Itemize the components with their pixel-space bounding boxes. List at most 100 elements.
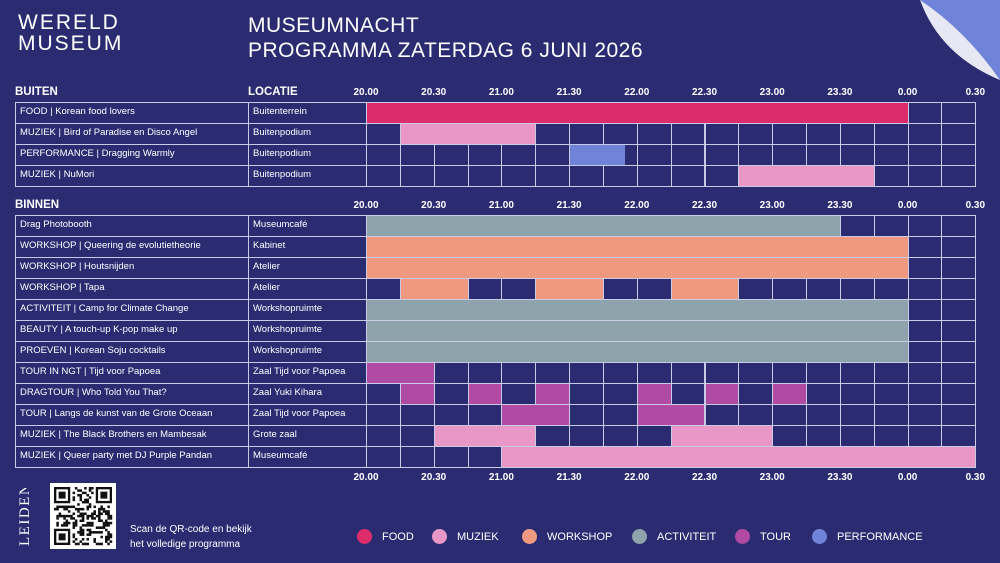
- time-slot-cell: [670, 383, 706, 405]
- time-slot-cell: [366, 446, 401, 468]
- time-slot-cell: [873, 123, 909, 145]
- event-bar-muziek[interactable]: [671, 426, 773, 446]
- event-bar-tour[interactable]: [536, 384, 570, 404]
- event-name[interactable]: MUZIEK | NuMori: [20, 169, 95, 180]
- event-name[interactable]: ACTIVITEIT | Camp for Climate Change: [20, 303, 189, 314]
- time-slot-cell: [941, 425, 977, 447]
- event-bar-tour[interactable]: [637, 384, 671, 404]
- time-slot-cell: [467, 144, 503, 166]
- time-slot-cell: [467, 278, 503, 300]
- section-0-tick-6: 23.00: [759, 87, 785, 98]
- legend-item-activiteit: ACTIVITEIT: [632, 529, 716, 544]
- event-bar-activiteit[interactable]: [367, 300, 908, 320]
- event-bar-activiteit[interactable]: [367, 216, 840, 236]
- event-bar-tour[interactable]: [773, 384, 807, 404]
- section-1-tick-0: 20.00: [353, 200, 379, 211]
- event-bar-tour[interactable]: [468, 384, 502, 404]
- event-name[interactable]: Drag Photobooth: [20, 219, 92, 230]
- event-bar-performance[interactable]: [570, 145, 626, 165]
- time-slot-cell: [602, 165, 638, 187]
- event-location: Museumcafé: [253, 219, 308, 230]
- time-slot-cell: [873, 278, 909, 300]
- event-bar-workshop[interactable]: [367, 258, 908, 278]
- time-slot-cell: [366, 165, 401, 187]
- event-name[interactable]: WORKSHOP | Houtsnijden: [20, 261, 135, 272]
- event-bar-workshop[interactable]: [536, 279, 603, 299]
- event-bar-food[interactable]: [367, 103, 908, 123]
- event-name[interactable]: WORKSHOP | Tapa: [20, 282, 105, 293]
- event-name[interactable]: TOUR IN NGT | Tijd voor Papoea: [20, 366, 161, 377]
- event-name[interactable]: WORKSHOP | Queering de evolutietheorie: [20, 240, 201, 251]
- legend-muziek-circle-icon: [432, 529, 447, 544]
- event-bar-tour[interactable]: [400, 384, 434, 404]
- section-0-tick-0: 20.00: [353, 87, 379, 98]
- event-name[interactable]: MUZIEK | Queer party met DJ Purple Panda…: [20, 450, 213, 461]
- time-slot-cell: [366, 144, 401, 166]
- event-bar-tour[interactable]: [502, 405, 570, 425]
- event-bar-muziek[interactable]: [739, 166, 874, 186]
- legend-label: ACTIVITEIT: [657, 530, 717, 543]
- legend-item-workshop: WORKSHOP: [522, 529, 612, 544]
- event-bar-muziek[interactable]: [502, 447, 976, 467]
- time-slot-cell: [941, 362, 977, 384]
- time-slot-cell: [907, 278, 943, 300]
- legend-item-muziek: MUZIEK: [432, 529, 499, 544]
- time-slot-cell: [602, 404, 638, 426]
- event-name[interactable]: PERFORMANCE | Dragging Warmly: [20, 148, 175, 159]
- event-bar-muziek[interactable]: [434, 426, 536, 446]
- time-slot-cell: [907, 236, 943, 258]
- time-slot-cell: [433, 404, 469, 426]
- time-slot-cell: [873, 425, 909, 447]
- event-name[interactable]: TOUR | Langs de kunst van de Grote Oceaa…: [20, 408, 213, 419]
- event-bar-workshop[interactable]: [671, 279, 739, 299]
- time-slot-cell: [602, 362, 638, 384]
- legend-item-food: FOOD: [357, 529, 414, 544]
- event-name[interactable]: MUZIEK | Bird of Paradise en Disco Angel: [20, 127, 198, 138]
- qr-instructions: Scan de QR-code en bekijk het volledige …: [130, 522, 252, 552]
- time-slot-cell: [839, 383, 875, 405]
- event-name[interactable]: BEAUTY | A touch-up K-pop make up: [20, 324, 178, 335]
- event-name[interactable]: FOOD | Korean food lovers: [20, 106, 135, 117]
- section-0-tick-3: 21.30: [556, 87, 582, 98]
- event-bar-tour[interactable]: [705, 384, 739, 404]
- wereldmuseum-logo: WERELD MUSEUM: [18, 12, 148, 62]
- time-slot-cell: [873, 404, 909, 426]
- bottom-tick-9: 0.30: [965, 472, 986, 483]
- event-name[interactable]: MUZIEK | The Black Brothers en Mambesak: [20, 429, 207, 440]
- qr-code[interactable]: [50, 483, 116, 549]
- event-location: Buitenpodium: [253, 127, 312, 138]
- time-slot-cell: [772, 278, 808, 300]
- time-slot-cell: [399, 144, 435, 166]
- event-name[interactable]: PROEVEN | Korean Soju cocktails: [20, 345, 166, 356]
- time-slot-cell: [806, 144, 841, 166]
- time-slot-cell: [806, 425, 841, 447]
- section-0-tick-5: 22.30: [691, 87, 718, 98]
- time-slot-cell: [806, 383, 841, 405]
- event-bar-activiteit[interactable]: [367, 321, 908, 341]
- event-location: Grote zaal: [253, 429, 297, 440]
- time-slot-cell: [907, 383, 943, 405]
- time-slot-cell: [907, 425, 943, 447]
- legend-food-circle-icon: [357, 529, 372, 544]
- time-slot-cell: [806, 278, 841, 300]
- logo-line-2: MUSEUM: [18, 32, 124, 55]
- time-slot-cell: [941, 215, 977, 237]
- time-slot-cell: [670, 165, 706, 187]
- event-location: Buitenpodium: [253, 148, 312, 159]
- event-bar-tour[interactable]: [637, 405, 705, 425]
- event-bar-muziek[interactable]: [400, 124, 536, 144]
- event-location: Workshopruimte: [253, 324, 322, 335]
- event-name[interactable]: DRAGTOUR | Who Told You That?: [20, 387, 167, 398]
- event-bar-activiteit[interactable]: [367, 342, 908, 362]
- time-slot-cell: [704, 144, 740, 166]
- time-slot-cell: [433, 446, 469, 468]
- qr-instructions-line-2: het volledige programma: [130, 539, 241, 550]
- event-bar-tour[interactable]: [367, 363, 434, 383]
- time-slot-cell: [535, 425, 571, 447]
- event-bar-workshop[interactable]: [367, 237, 908, 257]
- time-slot-cell: [941, 341, 977, 363]
- section-1-tick-2: 21.00: [488, 200, 514, 211]
- time-slot-cell: [636, 165, 672, 187]
- event-bar-workshop[interactable]: [400, 279, 468, 299]
- time-slot-cell: [738, 278, 774, 300]
